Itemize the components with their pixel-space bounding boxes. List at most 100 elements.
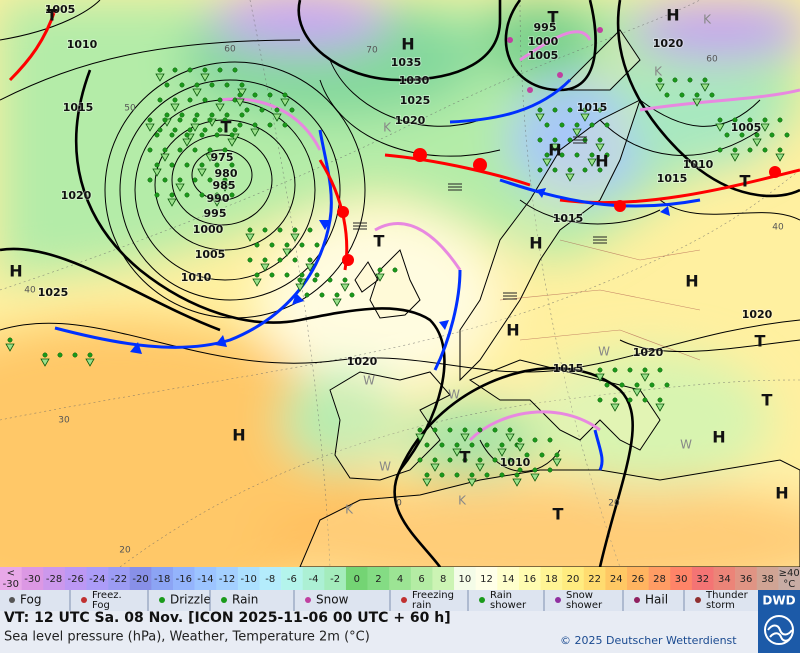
rain-symbol <box>517 437 523 443</box>
rain-symbol <box>327 277 333 283</box>
weather-legend: Fog Freez.Fog Drizzle Rain Snow FreezingrainR… <box>9 590 749 611</box>
isobar-label: 1000 <box>528 35 559 48</box>
rain-symbol <box>567 107 573 113</box>
rain-symbol <box>499 442 505 448</box>
scale-cell <box>281 567 304 590</box>
shower-symbol <box>5 343 15 352</box>
rain-symbol <box>194 82 200 88</box>
pressure-center: H <box>548 141 561 160</box>
rain-symbol <box>307 227 313 233</box>
subtitle: Sea level pressure (hPa), Weather, Tempe… <box>4 630 370 645</box>
scale-label: 6 <box>418 574 424 585</box>
scale-label: -20 <box>132 574 148 585</box>
isobar-label: 1025 <box>400 94 431 107</box>
shower-symbol <box>227 138 237 147</box>
rain-symbol <box>267 92 273 98</box>
rain-symbol <box>169 192 175 198</box>
snow-symbol <box>597 27 603 33</box>
rain-symbol <box>154 192 160 198</box>
dwd-logo <box>758 590 800 653</box>
rain-symbol <box>507 457 513 463</box>
shower-symbol <box>565 173 575 182</box>
rain-symbol <box>349 292 355 298</box>
rain-symbol <box>292 257 298 263</box>
scale-label: -4 <box>309 574 319 585</box>
isobar-label: 1020 <box>653 37 684 50</box>
isobar-label: 1015 <box>657 172 688 185</box>
map-labels: 1005101010151020102597598098599099510001… <box>9 2 788 556</box>
rain-symbol <box>192 117 198 123</box>
rain-symbol <box>589 152 595 158</box>
scale-cell <box>259 567 282 590</box>
shower-symbol <box>205 153 215 162</box>
air-mass-letter: K <box>458 494 467 508</box>
shower-symbol <box>282 248 292 257</box>
rain-symbol <box>232 67 238 73</box>
scale-label: -24 <box>89 574 105 585</box>
air-mass-letter: W <box>598 345 610 359</box>
legend-icon <box>9 597 15 603</box>
shower-symbol <box>452 448 462 457</box>
legend-label: Thunder <box>705 590 749 601</box>
shower-symbol <box>542 158 552 167</box>
footer-bg <box>0 611 758 653</box>
rain-symbol <box>469 472 475 478</box>
rain-symbol <box>157 127 163 133</box>
isobar-label: 1035 <box>391 56 422 69</box>
pressure-center: T <box>740 172 751 191</box>
shower-symbol <box>235 98 245 107</box>
legend-icon <box>479 597 485 603</box>
scale-label: -14 <box>197 574 213 585</box>
fog-symbol <box>503 292 517 300</box>
rain-symbol <box>172 97 178 103</box>
rain-symbol <box>209 112 215 118</box>
rain-symbol <box>582 107 588 113</box>
rain-symbol <box>784 132 790 138</box>
rain-symbol <box>262 227 268 233</box>
rain-symbol <box>554 452 560 458</box>
isotherm-label: 40 <box>24 286 36 296</box>
rain-symbol <box>224 112 230 118</box>
scale-cell <box>432 567 455 590</box>
isobar-label: 1030 <box>399 74 430 87</box>
scale-cell <box>194 567 217 590</box>
rain-symbol <box>432 427 438 433</box>
rain-symbol <box>377 267 383 273</box>
rain-symbol <box>567 167 573 173</box>
shower-symbol <box>655 83 665 92</box>
rain-symbol <box>547 437 553 443</box>
rain-symbol <box>262 257 268 263</box>
pressure-center: H <box>712 428 725 447</box>
scale-label: 32 <box>696 574 709 585</box>
rain-symbol <box>269 242 275 248</box>
rain-symbol <box>269 272 275 278</box>
isobar-label: 1005 <box>195 248 226 261</box>
isobar-label: 1015 <box>553 212 584 225</box>
rain-symbol <box>582 167 588 173</box>
rain-symbol <box>179 112 185 118</box>
dwd-logo-text: DWD <box>762 594 795 608</box>
scale-cell <box>21 567 44 590</box>
rain-symbol <box>244 107 250 113</box>
air-mass-letter: K <box>703 13 712 27</box>
rain-symbol <box>732 117 738 123</box>
rain-symbol <box>769 132 775 138</box>
legend-label: Drizzle <box>170 593 211 607</box>
legend-label: Fog <box>92 600 110 611</box>
rain-symbol <box>194 112 200 118</box>
shower-symbol <box>252 278 262 287</box>
rain-symbol <box>417 427 423 433</box>
scale-cell <box>43 567 66 590</box>
scale-label: -8 <box>265 574 275 585</box>
rain-symbol <box>544 152 550 158</box>
rain-symbol <box>154 132 160 138</box>
shower-symbol <box>572 128 582 137</box>
rain-symbol <box>247 227 253 233</box>
rain-symbol <box>567 137 573 143</box>
rain-symbol <box>229 162 235 168</box>
rain-symbol <box>289 107 295 113</box>
scale-cell <box>367 567 390 590</box>
isobar-label: 1020 <box>395 114 426 127</box>
shower-symbol <box>655 403 665 412</box>
pressure-center: H <box>529 234 542 253</box>
